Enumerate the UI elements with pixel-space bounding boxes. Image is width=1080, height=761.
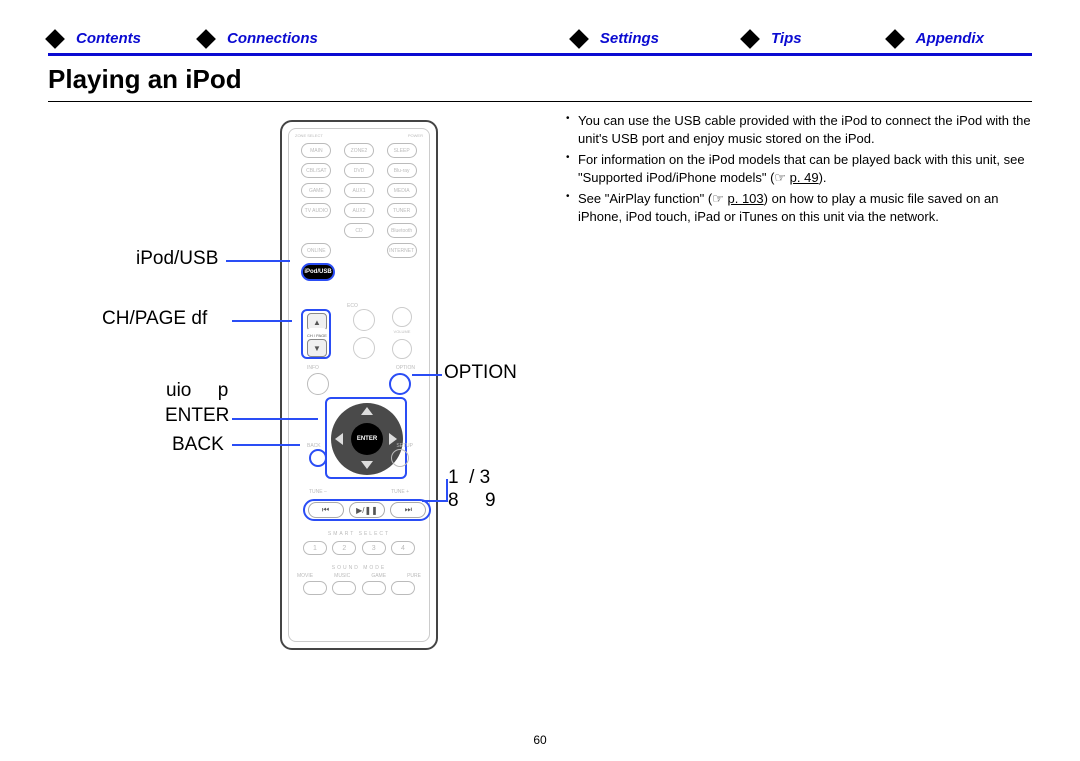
play-pause-button[interactable]: ▶/❚❚ (349, 502, 385, 518)
smart-select-4-button: 4 (391, 541, 415, 555)
nav-diamond-icon (569, 29, 589, 49)
smart-select-2-button: 2 (332, 541, 356, 555)
callout-uio: uio p (166, 380, 228, 402)
remote-button: ONLINE (301, 243, 331, 258)
callout-ch-page: CH/PAGE df (102, 308, 207, 330)
info-button (307, 373, 329, 395)
smart-select-label: SMART SELECT (289, 531, 429, 537)
enter-button[interactable]: ENTER (351, 423, 383, 455)
remote-button: AUX1 (344, 183, 374, 198)
option-button[interactable] (389, 373, 411, 395)
top-nav: Contents Connections Settings Tips Appen… (48, 28, 1032, 49)
tune-minus-label: TUNE – (309, 489, 327, 495)
nav-settings[interactable]: Settings (596, 28, 663, 49)
remote-button: ZONE2 (344, 143, 374, 158)
callout-option: OPTION (444, 362, 517, 384)
nav-diamond-icon (740, 29, 760, 49)
ch-page-down-button[interactable]: ▼ (307, 339, 327, 357)
info-label: INFO (307, 365, 319, 371)
remote-button: TV AUDIO (301, 203, 331, 218)
remote-button: GAME (301, 183, 331, 198)
remote-button: MEDIA (387, 183, 417, 198)
music-label: MUSIC (334, 573, 350, 579)
smart-select-3-button: 3 (362, 541, 386, 555)
nav-tips[interactable]: Tips (767, 28, 806, 49)
pure-label: PURE (407, 573, 421, 579)
next-track-button[interactable]: ⏭ (390, 502, 426, 518)
remote-button: AUX2 (344, 203, 374, 218)
back-button[interactable] (309, 449, 327, 467)
page-link-103[interactable]: p. 103 (728, 191, 764, 206)
game-label: GAME (371, 573, 386, 579)
nav-connections[interactable]: Connections (223, 28, 322, 49)
tune-plus-label: TUNE + (391, 489, 409, 495)
ch-page-buttons[interactable]: ▲ CH / PAGE ▼ (301, 309, 331, 359)
smart-select-row: 1 2 3 4 (303, 541, 415, 555)
remote-button: Bluetooth (387, 223, 417, 238)
note-item: For information on the iPod models that … (566, 151, 1032, 186)
remote-button: MAIN (301, 143, 331, 158)
eco-button (353, 309, 375, 331)
callout-back: BACK (172, 434, 224, 456)
sound-mode-row (303, 581, 415, 595)
transport-buttons[interactable]: ⏮ ▶/❚❚ ⏭ (303, 499, 431, 521)
note-item: See "AirPlay function" (☞ p. 103) on how… (566, 190, 1032, 225)
remote-button: SLEEP (387, 143, 417, 158)
setup-button (391, 449, 409, 467)
notes-column: You can use the USB cable provided with … (558, 112, 1032, 672)
remote-button: TUNER (387, 203, 417, 218)
ipod-usb-button[interactable]: iPod/USB (301, 263, 335, 281)
volume-buttons: VOLUME (389, 307, 415, 361)
page-link-49[interactable]: p. 49 (790, 170, 819, 185)
callout-1-3: 1 / 3 (448, 467, 490, 489)
option-label: OPTION (396, 365, 415, 371)
eco-label: ECO (347, 303, 358, 309)
nav-contents[interactable]: Contents (72, 28, 145, 49)
mute-button (353, 337, 375, 359)
dpad-up-icon[interactable] (361, 407, 373, 415)
note-item: You can use the USB cable provided with … (566, 112, 1032, 147)
dpad-down-icon[interactable] (361, 461, 373, 469)
power-label: POWER (408, 133, 423, 138)
nav-rule (48, 53, 1032, 56)
remote-button: Blu-ray (387, 163, 417, 178)
nav-diamond-icon (45, 29, 65, 49)
remote-button: CD (344, 223, 374, 238)
nav-appendix[interactable]: Appendix (912, 28, 988, 49)
volume-label: VOLUME (387, 329, 417, 334)
callout-ipod-usb: iPod/USB (136, 248, 218, 270)
page-number: 60 (0, 733, 1080, 747)
prev-track-button[interactable]: ⏮ (308, 502, 344, 518)
sound-mode-label: SOUND MODE (289, 565, 429, 571)
remote-diagram: ZONE SELECT POWER MAIN ZONE2 SLEEP CBL/SAT D… (48, 112, 548, 672)
movie-label: MOVIE (297, 573, 313, 579)
smart-select-1-button: 1 (303, 541, 327, 555)
callout-8-9: 8 9 (448, 490, 496, 512)
zone-select-label: ZONE SELECT (295, 133, 323, 138)
nav-diamond-icon (196, 29, 216, 49)
page-title: Playing an iPod (48, 64, 1032, 95)
remote-button: CBL/SAT (301, 163, 331, 178)
title-rule (48, 101, 1032, 102)
dpad[interactable]: ENTER (325, 397, 407, 479)
remote-outline: ZONE SELECT POWER MAIN ZONE2 SLEEP CBL/SAT D… (280, 120, 438, 650)
nav-diamond-icon (885, 29, 905, 49)
callout-enter: ENTER (165, 405, 229, 427)
remote-button: DVD (344, 163, 374, 178)
remote-button: INTERNET (387, 243, 417, 258)
dpad-left-icon[interactable] (335, 433, 343, 445)
